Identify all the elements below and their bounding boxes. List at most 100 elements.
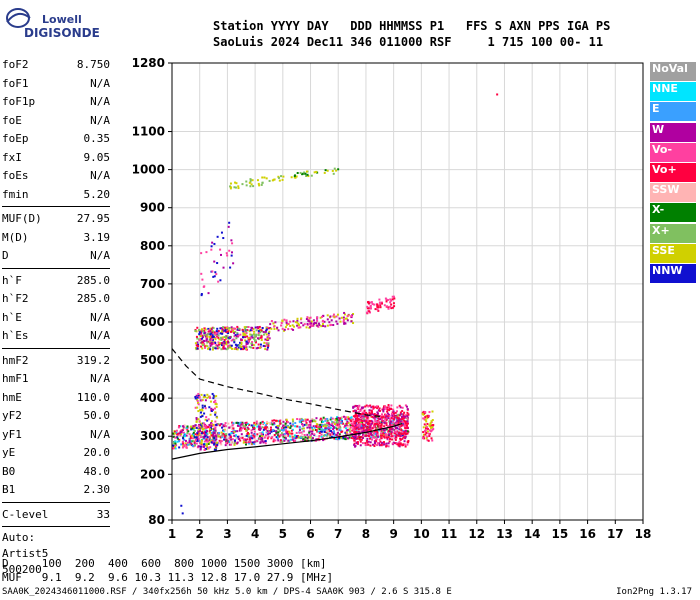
echo-point [389,417,392,420]
echo-point [367,435,370,438]
echo-point [243,347,246,350]
echo-point [207,442,210,445]
echo-point [338,419,341,422]
echo-point [218,338,221,341]
echo-point [210,422,213,425]
echo-point [390,407,393,410]
echo-point [339,426,342,429]
param-row: MUF(D) 27.95 [2,210,110,229]
echo-point [362,423,365,426]
echo-point [300,436,303,439]
echo-point [192,425,195,428]
echo-point [197,410,200,413]
echo-point [201,427,204,430]
echo-point [305,174,308,177]
echo-point [244,334,247,337]
echo-point [245,347,248,350]
echo-point [252,344,255,347]
echo-point [188,433,191,436]
echo-point [389,426,392,429]
echo-point [235,421,238,424]
echo-point [280,427,283,430]
echo-point [244,327,247,330]
echo-point [394,437,397,440]
echo-point [326,422,329,425]
echo-point [219,440,222,443]
echo-point [198,440,201,443]
echo-point [205,445,208,448]
echo-point [198,333,201,336]
echo-point [354,445,357,448]
echo-point [247,427,250,430]
echo-point [252,434,255,437]
echo-point [184,442,187,445]
echo-point [204,407,207,410]
echo-point [389,301,392,304]
echo-point [174,442,177,445]
echo-point [201,278,204,281]
echo-point [358,423,361,426]
echo-point [172,444,175,447]
echo-point [326,324,329,327]
echo-point [258,346,261,349]
echo-point [345,427,348,430]
echo-point [294,439,297,442]
echo-point [257,327,260,330]
echo-point [260,338,263,341]
echo-point [373,436,376,439]
echo-point [362,427,365,430]
echo-point [426,427,429,430]
echo-point [256,326,259,329]
echo-point [208,424,211,427]
echo-point [230,239,233,242]
echo-point [275,419,278,422]
echo-point [226,440,229,443]
echo-point [250,342,253,345]
echo-point [210,245,213,248]
echo-point [302,438,305,441]
echo-point [228,433,231,436]
echo-point [304,439,307,442]
echo-point [393,422,396,425]
echo-point [228,327,231,330]
echo-point [266,337,269,340]
echo-point [330,430,333,433]
echo-point [327,428,330,431]
param-value: 33 [96,507,110,521]
echo-point [293,437,296,440]
echo-point [203,343,206,346]
echo-point [387,442,390,445]
echo-point [278,429,281,432]
echo-point [356,417,359,420]
echo-point [324,417,327,420]
echo-point [403,443,406,446]
echo-point [386,415,389,418]
echo-point [302,172,305,175]
echo-point [235,182,238,185]
echo-point [301,173,304,176]
muf-row: MUF 9.1 9.2 9.6 10.3 11.3 12.8 17.0 27.9… [2,571,334,584]
echo-point [386,305,389,308]
echo-point [271,436,274,439]
echo-point [233,434,236,437]
echo-point [357,421,360,424]
echo-point [220,440,223,443]
echo-point [252,185,255,188]
echo-point [353,405,356,408]
echo-point [399,442,402,445]
echo-point [360,408,363,411]
echo-point [238,438,241,441]
echo-point [230,335,233,338]
echo-point [374,430,377,433]
echo-point [361,428,364,431]
echo-point [259,438,262,441]
echo-point [282,424,285,427]
echo-point [207,425,210,428]
echo-point [383,436,386,439]
echo-point [388,433,391,436]
echo-point [403,440,406,443]
echo-point [401,434,404,437]
echo-point [230,326,233,329]
echo-point [430,424,433,427]
echo-point [287,323,290,326]
